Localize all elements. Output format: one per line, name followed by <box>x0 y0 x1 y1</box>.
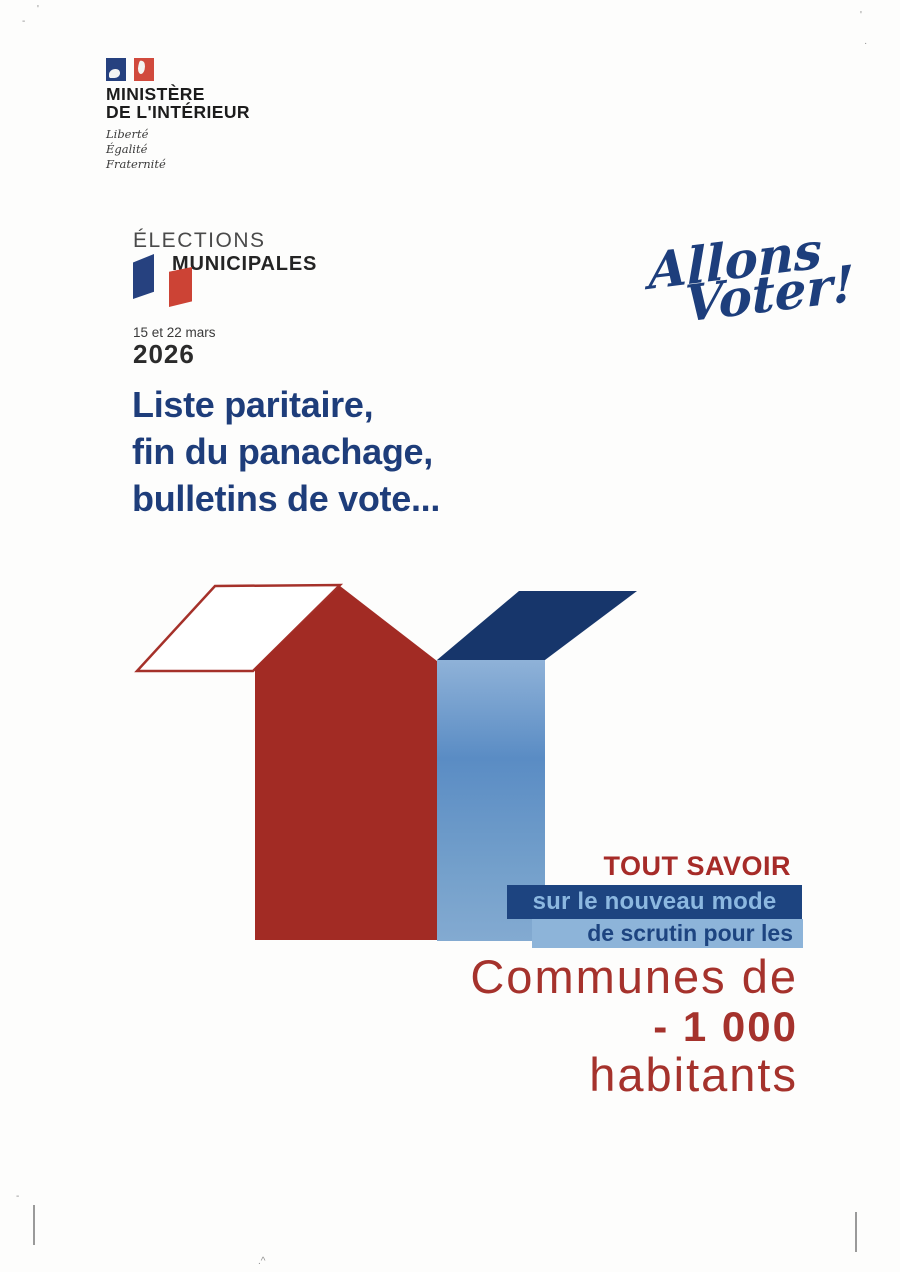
headline-line2: fin du panachage, <box>132 431 433 472</box>
headline-line1: Liste paritaire, <box>132 384 374 425</box>
ballot-envelope-red <box>255 586 437 940</box>
subject-threshold: - 1 000 <box>653 1003 798 1050</box>
ministry-title-line1: MINISTÈRE <box>106 84 205 104</box>
scan-dash-top-left: - <box>22 16 26 27</box>
french-flag-ribbon-red-icon <box>169 267 192 307</box>
election-year: 2026 <box>133 339 195 369</box>
flag-red-panel <box>134 58 154 81</box>
crop-mark-bottom-right <box>855 1212 857 1252</box>
info-bar-lightblue: de scrutin pour les <box>532 919 803 948</box>
municipales-word: MUNICIPALES <box>172 253 318 275</box>
motto-liberte: Liberté <box>106 127 149 141</box>
subject-habitants: habitants <box>589 1048 798 1101</box>
election-dates: 15 et 22 mars <box>133 325 216 340</box>
slogan-line2: Voter! <box>684 253 855 334</box>
ministry-title: MINISTÈRE DE L'INTÉRIEUR <box>106 85 250 121</box>
flag-blue-panel <box>106 58 126 81</box>
headline: Liste paritaire, fin du panachage, bulle… <box>132 381 440 522</box>
scan-dash-bottom-left: - <box>16 1191 20 1202</box>
motto-fraternite: Fraternité <box>106 157 166 171</box>
french-flag-marianne-icon <box>106 58 162 81</box>
scan-speck-top-right-2: · <box>864 38 868 49</box>
ballot-lid-front-flap <box>134 583 344 673</box>
kicker-tout-savoir: TOUT SAVOIR <box>603 851 791 881</box>
ministry-title-line2: DE L'INTÉRIEUR <box>106 102 250 122</box>
scan-speck-top-right: ' <box>860 10 862 21</box>
french-flag-ribbon-icon <box>133 254 154 299</box>
subject-block: Communes de - 1 000 habitants <box>300 952 798 1100</box>
ballot-lid-back-flap <box>437 591 637 660</box>
crop-mark-bottom-left <box>33 1205 35 1245</box>
info-bar-navy: sur le nouveau mode <box>507 885 802 919</box>
headline-line3: bulletins de vote... <box>132 478 441 519</box>
republic-motto: Liberté Égalité Fraternité <box>106 127 250 172</box>
subject-communes: Communes de <box>470 950 798 1003</box>
scan-speck-top-left: ' <box>37 4 39 15</box>
elections-word: ÉLECTIONS <box>133 229 266 252</box>
motto-egalite: Égalité <box>106 142 148 156</box>
allons-voter-slogan: Allons Voter! <box>637 220 855 334</box>
elections-logo-block: ÉLECTIONS MUNICIPALES 15 et 22 mars 2026 <box>133 229 317 368</box>
ministry-logo-block: MINISTÈRE DE L'INTÉRIEUR Liberté Égalité… <box>106 58 250 172</box>
scan-speck-bottom-center: .^ <box>258 1256 266 1267</box>
